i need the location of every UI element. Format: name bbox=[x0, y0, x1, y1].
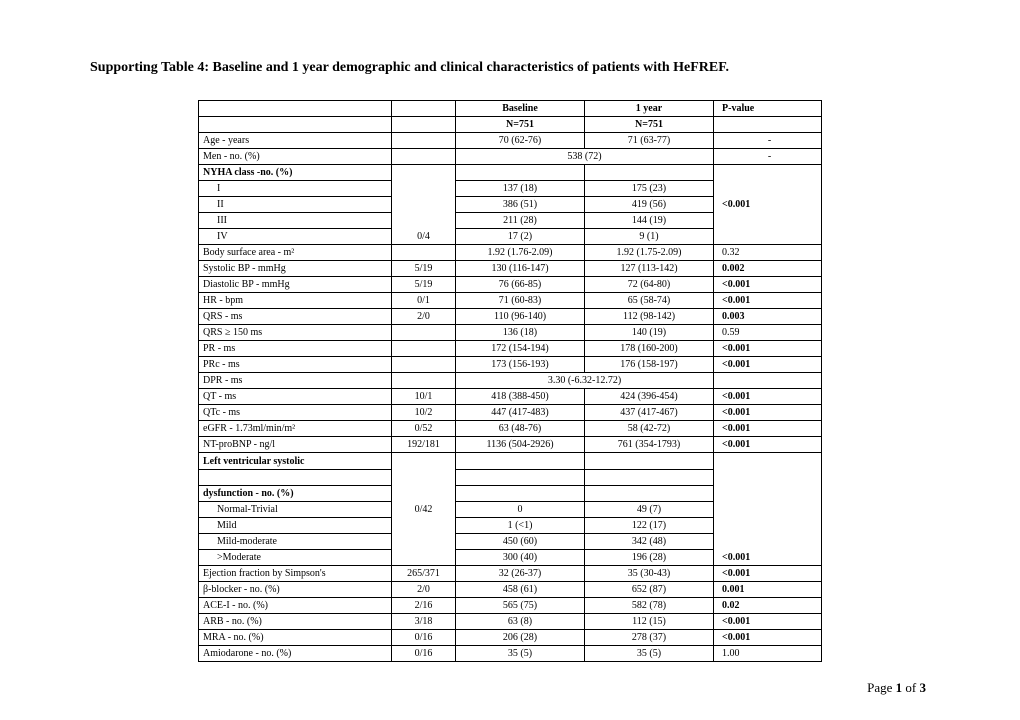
table-row: MRA - no. (%)0/16206 (28)278 (37)<0.001 bbox=[199, 630, 822, 646]
table-row: Age - years 70 (62-76) 71 (63-77) - bbox=[199, 133, 822, 149]
table-row: Diastolic BP - mmHg5/1976 (66-85)72 (64-… bbox=[199, 277, 822, 293]
table-row: QTc - ms10/2447 (417-483)437 (417-467)<0… bbox=[199, 405, 822, 421]
col-pvalue: P-value bbox=[714, 101, 822, 117]
table-row: NT-proBNP - ng/l192/1811136 (504-2926)76… bbox=[199, 437, 822, 453]
table-row: ARB - no. (%)3/1863 (8)112 (15)<0.001 bbox=[199, 614, 822, 630]
col-year1: 1 year bbox=[585, 101, 714, 117]
data-table: Baseline 1 year P-value N=751 N=751 Age … bbox=[198, 100, 822, 662]
table-row: QRS ≥ 150 ms136 (18)140 (19)0.59 bbox=[199, 325, 822, 341]
table-row: NYHA class -no. (%) 0/4 <0.001 bbox=[199, 165, 822, 181]
table-row: Amiodarone - no. (%)0/1635 (5)35 (5)1.00 bbox=[199, 646, 822, 662]
table-row: HR - bpm0/171 (60-83)65 (58-74)<0.001 bbox=[199, 293, 822, 309]
col-baseline: Baseline bbox=[456, 101, 585, 117]
table-row: PRc - ms173 (156-193)176 (158-197)<0.001 bbox=[199, 357, 822, 373]
table-row: ACE-I - no. (%)2/16565 (75)582 (78)0.02 bbox=[199, 598, 822, 614]
header-row-2: N=751 N=751 bbox=[199, 117, 822, 133]
table-title: Supporting Table 4: Baseline and 1 year … bbox=[90, 60, 930, 76]
page-footer: Page 1 of 3 bbox=[90, 680, 930, 696]
header-row-1: Baseline 1 year P-value bbox=[199, 101, 822, 117]
table-row: PR - ms172 (154-194)178 (160-200)<0.001 bbox=[199, 341, 822, 357]
table-row: QT - ms10/1418 (388-450)424 (396-454)<0.… bbox=[199, 389, 822, 405]
n-year1: N=751 bbox=[585, 117, 714, 133]
table-row: Men - no. (%) 538 (72) - bbox=[199, 149, 822, 165]
n-baseline: N=751 bbox=[456, 117, 585, 133]
table-row: eGFR - 1.73ml/min/m²0/5263 (48-76)58 (42… bbox=[199, 421, 822, 437]
table-row: Left ventricular systolic 0/42 <0.001 bbox=[199, 453, 822, 470]
table-row: Body surface area - m²1.92 (1.76-2.09)1.… bbox=[199, 245, 822, 261]
table-row: QRS - ms2/0110 (96-140)112 (98-142)0.003 bbox=[199, 309, 822, 325]
table-row: DPR - ms3.30 (-6.32-12.72) bbox=[199, 373, 822, 389]
table-row: β-blocker - no. (%)2/0458 (61)652 (87)0.… bbox=[199, 582, 822, 598]
table-row: Systolic BP - mmHg5/19130 (116-147)127 (… bbox=[199, 261, 822, 277]
table-row: Ejection fraction by Simpson's265/37132 … bbox=[199, 566, 822, 582]
